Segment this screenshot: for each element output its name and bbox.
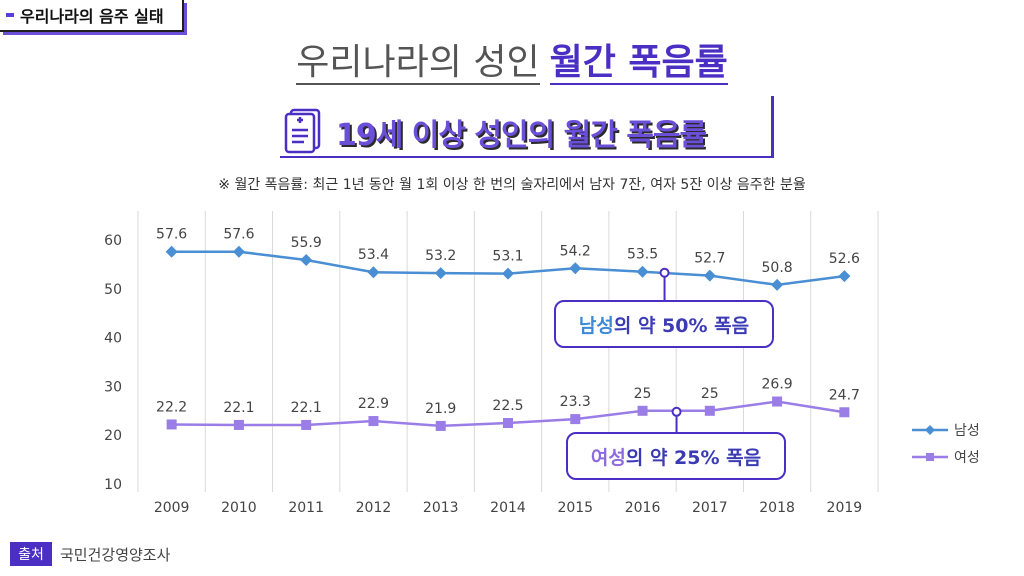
female-callout-highlight: 여성 [590, 446, 626, 469]
data-label: 23.3 [560, 394, 591, 410]
data-label: 53.1 [492, 249, 523, 265]
y-tick-label: 30 [104, 379, 122, 395]
data-label: 53.4 [358, 247, 389, 263]
subtitle-banner: 19세 이상 성인의 월간 폭음률 [280, 96, 774, 158]
data-point [570, 414, 581, 425]
data-point [300, 254, 313, 267]
section-tag-label: 우리나라의 음주 실태 [20, 7, 164, 26]
data-point [367, 266, 380, 279]
data-label: 24.7 [829, 387, 860, 403]
data-label: 22.2 [156, 399, 187, 415]
data-point [637, 405, 648, 416]
data-label: 53.5 [627, 247, 658, 263]
source-label: 출처 [10, 542, 52, 566]
y-tick-label: 50 [104, 282, 122, 298]
data-point [166, 419, 177, 430]
data-label: 22.1 [291, 400, 322, 416]
x-tick-label: 2015 [557, 500, 593, 516]
data-label: 25 [701, 386, 719, 402]
legend-marker [925, 425, 935, 435]
data-point [434, 267, 447, 280]
data-point [771, 278, 784, 291]
data-point [703, 269, 716, 282]
data-label: 52.7 [694, 251, 725, 267]
data-point [165, 245, 178, 258]
x-tick-label: 2016 [625, 500, 661, 516]
male-callout-highlight: 남성 [578, 314, 614, 337]
y-tick-label: 20 [104, 428, 122, 444]
data-label: 25 [634, 386, 652, 402]
x-tick-label: 2012 [356, 500, 392, 516]
x-tick-label: 2011 [288, 500, 324, 516]
x-tick-label: 2014 [490, 500, 526, 516]
data-label: 21.9 [425, 401, 456, 417]
data-label: 22.9 [358, 396, 389, 412]
male-callout-anchor [659, 267, 670, 278]
page-title-light: 우리나라의 성인 [296, 42, 540, 85]
medical-document-icon [284, 108, 321, 154]
data-point [301, 419, 312, 430]
data-point [838, 270, 851, 283]
data-point [502, 267, 514, 280]
tag-dash-icon [6, 13, 14, 17]
data-point [569, 262, 582, 275]
male-callout: 남성 의 약 50% 폭음 [554, 300, 774, 348]
page-title-bold: 월간 폭음률 [549, 42, 728, 85]
section-tag: 우리나라의 음주 실태 [0, 0, 184, 32]
male-callout-text: 의 약 50% 폭음 [613, 314, 750, 337]
data-label: 55.9 [291, 235, 322, 251]
source-text: 국민건강영양조사 [60, 546, 171, 564]
data-label: 22.1 [223, 400, 254, 416]
data-point [772, 396, 783, 407]
female-callout-anchor [671, 406, 682, 417]
data-label: 54.2 [560, 243, 591, 259]
data-label: 57.6 [223, 227, 254, 243]
data-point [233, 419, 244, 430]
data-label: 26.9 [762, 377, 793, 393]
x-tick-label: 2009 [154, 500, 190, 516]
legend-marker [926, 453, 934, 461]
data-point [368, 416, 379, 427]
y-tick-label: 10 [104, 477, 122, 493]
x-tick-label: 2017 [692, 500, 728, 516]
page-title: 우리나라의 성인 월간 폭음률 [0, 40, 1024, 86]
data-label: 52.6 [829, 251, 860, 267]
data-label: 53.2 [425, 248, 456, 264]
x-tick-label: 2018 [759, 500, 795, 516]
y-tick-label: 40 [104, 331, 122, 347]
x-tick-label: 2019 [827, 500, 863, 516]
data-point [435, 420, 446, 431]
y-tick-label: 60 [104, 233, 122, 249]
definition-note: ※ 월간 폭음률: 최근 1년 동안 월 1회 이상 한 번의 술자리에서 남자… [218, 177, 806, 193]
female-callout: 여성 의 약 25% 폭음 [566, 432, 786, 480]
data-label: 50.8 [762, 260, 793, 276]
data-point [503, 418, 513, 428]
x-tick-label: 2013 [423, 500, 459, 516]
x-tick-label: 2010 [221, 500, 257, 516]
data-label: 57.6 [156, 227, 187, 243]
data-point [839, 407, 850, 418]
subtitle: 19세 이상 성인의 월간 폭음률 [336, 118, 707, 153]
legend-label: 여성 [954, 450, 980, 466]
data-point [636, 265, 649, 278]
data-label: 22.5 [492, 398, 523, 414]
data-point [232, 245, 245, 258]
legend-label: 남성 [954, 423, 980, 439]
data-point [704, 405, 715, 416]
female-callout-text: 의 약 25% 폭음 [625, 446, 762, 469]
